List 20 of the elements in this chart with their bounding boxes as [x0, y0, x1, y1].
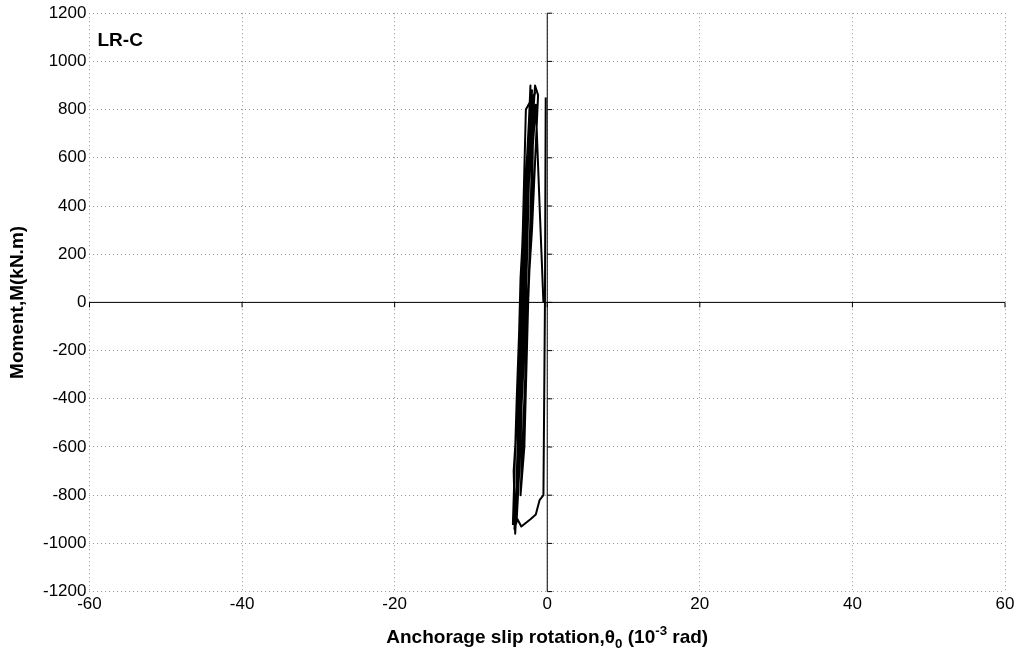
- x-tick-label: 0: [542, 594, 552, 614]
- y-tick-label: -800: [52, 484, 87, 504]
- x-tick-label: 40: [842, 594, 862, 614]
- y-tick-label: -600: [52, 436, 87, 456]
- annotation: LR-C: [97, 28, 144, 50]
- y-tick-label: 400: [58, 195, 87, 215]
- y-tick-label: 200: [58, 243, 87, 263]
- y-tick-label: 0: [77, 292, 87, 312]
- x-tick-label: 20: [690, 594, 710, 614]
- y-tick-label: -200: [52, 340, 87, 360]
- y-tick-label: -400: [52, 388, 87, 408]
- x-tick-label: 60: [995, 594, 1015, 614]
- y-tick-label: 1000: [48, 51, 87, 71]
- x-tick-label: -20: [382, 594, 407, 614]
- y-tick-label: 1200: [48, 2, 87, 22]
- x-tick-label: -40: [229, 594, 255, 614]
- y-tick-label: 800: [58, 99, 87, 119]
- y-axis-title: Moment,M(kN.m): [6, 225, 28, 379]
- y-tick-label: -1000: [43, 533, 87, 553]
- y-tick-label: 600: [58, 147, 87, 167]
